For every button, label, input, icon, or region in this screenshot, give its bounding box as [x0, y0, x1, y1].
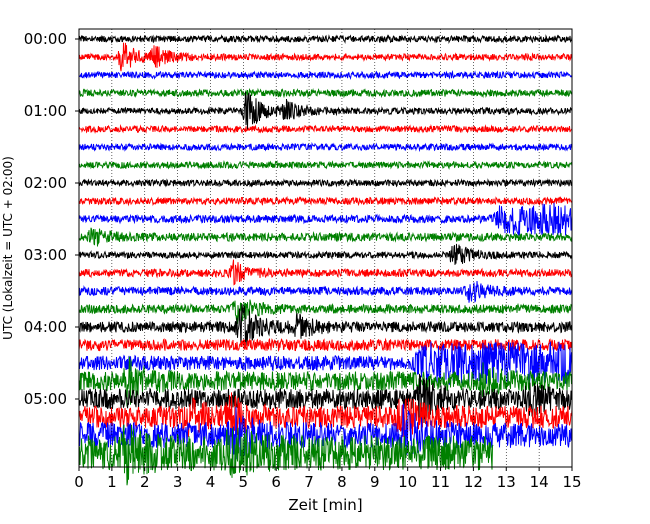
x-tick-label: 9	[370, 473, 380, 491]
seismic-trace	[78, 195, 573, 207]
grid-layer	[111, 29, 540, 467]
plot-frame	[78, 28, 573, 468]
y-tick-label: 03:00	[24, 246, 67, 264]
y-axis-label: UTC (Lokalzeit = UTC + 02:00)	[1, 156, 15, 340]
x-tick-label: 15	[562, 473, 581, 491]
seismic-trace	[78, 178, 573, 188]
x-tick-label: 4	[206, 473, 216, 491]
x-tick-label: 3	[173, 473, 183, 491]
seismic-trace	[78, 34, 573, 45]
seismic-trace	[78, 424, 494, 486]
y-tick-label: 02:00	[24, 174, 67, 192]
y-axis: 00:00 01:00 02:00 03:00 04:00 05:00	[24, 30, 79, 408]
y-tick-label: 04:00	[24, 318, 67, 336]
x-tick-label: 11	[431, 473, 450, 491]
x-tick-label: 0	[74, 473, 84, 491]
seismic-trace	[78, 227, 573, 247]
seismic-trace	[78, 337, 573, 352]
seismic-trace	[79, 280, 573, 304]
x-tick-label: 14	[530, 473, 549, 491]
x-tick-label: 7	[304, 473, 314, 491]
x-tick-label: 12	[464, 473, 483, 491]
seismic-trace	[78, 403, 573, 461]
y-tick-label: 01:00	[24, 102, 67, 120]
seismic-trace	[78, 202, 573, 236]
x-tick-label: 13	[497, 473, 516, 491]
x-tick-label: 8	[337, 473, 347, 491]
seismic-trace	[78, 259, 573, 286]
seismic-trace	[78, 356, 573, 407]
x-axis-label: Zeit [min]	[288, 496, 362, 514]
seismic-trace	[78, 243, 573, 265]
seismic-trace	[78, 87, 573, 99]
seismic-trace	[78, 341, 573, 386]
x-tick-label: 2	[140, 473, 150, 491]
y-tick-label: 00:00	[24, 30, 67, 48]
seismic-trace	[78, 299, 573, 324]
seismic-trace	[78, 69, 573, 80]
x-tick-label: 6	[271, 473, 281, 491]
x-axis: 0 1 2 3 4 5 6 7 8 9 10 11 12 13 14 15	[74, 467, 582, 491]
x-tick-label: 5	[239, 473, 249, 491]
seismic-trace	[78, 123, 573, 134]
y-tick-label: 05:00	[24, 390, 67, 408]
seismic-trace	[78, 141, 573, 153]
seismic-trace	[78, 392, 573, 438]
seismic-trace	[78, 91, 573, 130]
seismic-trace	[78, 373, 573, 424]
traces-layer	[78, 34, 573, 486]
seismic-trace	[78, 159, 573, 170]
x-tick-label: 1	[107, 473, 117, 491]
seismic-trace	[78, 304, 573, 347]
x-tick-label: 10	[398, 473, 417, 491]
seismic-trace	[78, 42, 573, 72]
